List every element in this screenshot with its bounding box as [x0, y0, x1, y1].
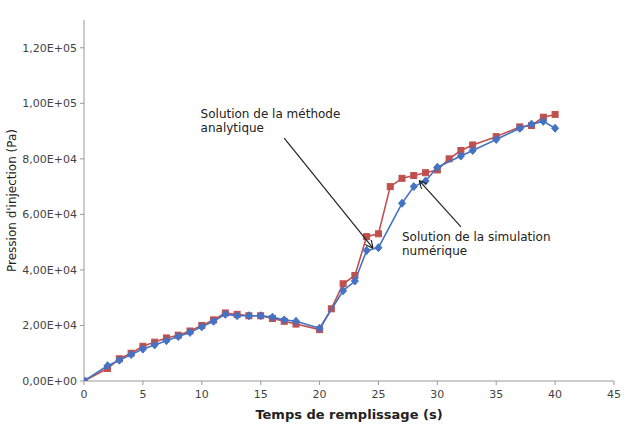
annotation-line: numérique: [402, 244, 467, 258]
y-tick: [80, 103, 84, 104]
x-tick: [555, 381, 556, 385]
plot-area: [84, 111, 559, 381]
y-tick: [80, 158, 84, 159]
annotation-arrow: [284, 138, 372, 248]
point: [293, 317, 300, 325]
point: [516, 124, 523, 132]
point: [375, 244, 382, 252]
series-line: [84, 121, 555, 381]
point: [434, 163, 441, 171]
annotation-arrow: [420, 181, 461, 227]
point: [281, 316, 288, 324]
x-tick-label: 0: [81, 388, 88, 401]
point: [139, 345, 146, 353]
point: [175, 333, 182, 341]
y-tick: [80, 325, 84, 326]
series-line: [84, 114, 555, 381]
point: [222, 310, 229, 318]
point: [340, 281, 346, 287]
point: [187, 328, 194, 336]
point: [163, 337, 170, 345]
point: [258, 313, 264, 319]
point: [116, 356, 123, 364]
x-tick: [142, 381, 143, 385]
point: [457, 152, 464, 160]
point: [399, 175, 405, 181]
x-tick: [496, 381, 497, 385]
point: [552, 111, 558, 117]
point: [245, 312, 252, 320]
point: [234, 312, 241, 320]
point: [84, 377, 88, 381]
point: [128, 351, 135, 359]
x-tick: [201, 381, 202, 385]
y-tick: [80, 47, 84, 48]
point: [552, 124, 559, 132]
x-tick-label: 30: [430, 388, 444, 401]
point: [493, 135, 500, 143]
y-tick-label: 4,00E+04: [22, 264, 77, 277]
point: [151, 341, 158, 349]
x-tick-label: 5: [139, 388, 146, 401]
x-tick: [614, 381, 615, 385]
point: [104, 362, 111, 370]
y-axis-line: [84, 20, 85, 381]
y-tick-label: 2,00E+04: [22, 319, 77, 332]
point: [540, 117, 547, 125]
point: [316, 324, 323, 332]
series: [84, 111, 558, 381]
point: [198, 323, 205, 331]
point: [387, 184, 393, 190]
y-tick-label: 8,00E+04: [22, 153, 77, 166]
y-tick-label: 1,00E+05: [22, 97, 77, 110]
point: [528, 120, 535, 128]
x-tick: [437, 381, 438, 385]
point: [423, 170, 429, 176]
point: [269, 313, 276, 321]
annotation-text: Solution de la simulationnumérique: [402, 230, 551, 258]
annotation-line: Solution de la méthode: [201, 107, 341, 121]
point: [363, 246, 370, 254]
point: [210, 317, 217, 325]
y-tick-label: 1,20E+05: [22, 42, 77, 55]
x-axis-line: [84, 381, 614, 382]
x-tick-label: 15: [254, 388, 268, 401]
annotation-text: Solution de la méthodeanalytique: [201, 107, 341, 135]
x-tick-label: 35: [489, 388, 503, 401]
y-tick: [80, 269, 84, 270]
x-tick-label: 45: [607, 388, 621, 401]
point: [351, 277, 358, 285]
x-tick-label: 10: [195, 388, 209, 401]
y-tick: [80, 381, 84, 382]
point: [257, 312, 264, 320]
point: [422, 177, 429, 185]
x-tick-label: 25: [371, 388, 385, 401]
x-axis-label: Temps de remplissage (s): [255, 407, 442, 422]
series: [84, 117, 559, 381]
x-tick: [319, 381, 320, 385]
y-tick-label: 0,00E+00: [22, 375, 77, 388]
x-tick-label: 20: [313, 388, 327, 401]
y-tick-label: 6,00E+04: [22, 208, 77, 221]
y-tick: [80, 214, 84, 215]
x-tick: [260, 381, 261, 385]
point: [411, 173, 417, 179]
point: [246, 313, 252, 319]
point: [410, 183, 417, 191]
x-tick: [84, 381, 85, 385]
y-axis-label: Pression d'injection (Pa): [5, 129, 19, 272]
x-tick-label: 40: [548, 388, 562, 401]
chart: 0 5 10 15 20 25 30 35 40 45 0,00E+00 2,00E+04 4,00E+…: [0, 0, 636, 433]
annotation-line: analytique: [201, 121, 264, 135]
point: [469, 147, 476, 155]
point: [399, 199, 406, 207]
annotation-line: Solution de la simulation: [402, 230, 551, 244]
point: [375, 231, 381, 237]
x-tick: [378, 381, 379, 385]
point: [340, 287, 347, 295]
